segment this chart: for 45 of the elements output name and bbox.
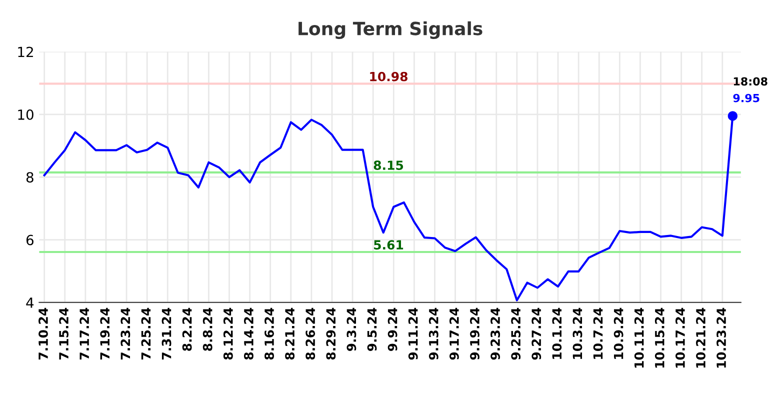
- x-tick-label: 9.3.24: [346, 308, 356, 351]
- y-tick-label: 10: [18, 109, 34, 120]
- x-tick-label: 8.16.24: [264, 308, 274, 360]
- y-tick-label: 6: [26, 234, 34, 246]
- x-tick-label: 10.1.24: [552, 308, 562, 359]
- y-tick-label: 4: [26, 298, 34, 308]
- x-tick-label: 7.15.24: [59, 308, 69, 360]
- annotation: 18:08: [734, 77, 768, 86]
- x-tick-label: 8.12.24: [223, 308, 233, 360]
- x-tick-label: 7.23.24: [120, 308, 130, 360]
- x-tick-label: 8.8.24: [202, 308, 212, 351]
- y-tick-label: 12: [18, 46, 33, 58]
- x-tick-label: 8.26.24: [306, 308, 316, 360]
- x-tick-label: 10.9.24: [614, 308, 624, 359]
- y-tick-label: 8: [26, 172, 34, 183]
- x-tick-label: 9.11.24: [408, 308, 418, 360]
- x-tick-label: 10.11.24: [634, 308, 644, 368]
- x-tick-label: 7.19.24: [100, 308, 110, 360]
- ref-line-label: 8.15: [374, 160, 404, 170]
- x-tick-label: 9.23.24: [490, 308, 500, 360]
- x-tick-label: 7.17.24: [80, 308, 89, 360]
- x-tick-label: 10.15.24: [654, 308, 664, 368]
- chart-title: Long Term Signals: [298, 21, 482, 39]
- x-tick-label: 9.25.24: [511, 308, 521, 360]
- x-tick-label: 8.21.24: [285, 308, 295, 360]
- x-tick-label: 8.2.24: [182, 308, 192, 351]
- x-tick-label: 9.13.24: [428, 308, 438, 360]
- x-tick-label: 10.17.24: [675, 308, 685, 368]
- data-label: 9.95: [733, 94, 760, 102]
- x-tick-label: 9.19.24: [470, 308, 480, 360]
- x-tick-label: 9.9.24: [388, 308, 398, 351]
- x-tick-label: 8.14.24: [244, 308, 254, 360]
- ref-line-label: 5.61: [374, 240, 404, 250]
- x-tick-label: 9.5.24: [367, 308, 377, 351]
- x-tick-label: 9.27.24: [532, 308, 542, 360]
- x-tick-label: 9.17.24: [449, 308, 459, 360]
- ref-line-label: 10.98: [370, 72, 408, 82]
- x-tick-label: 7.31.24: [162, 308, 172, 360]
- x-tick-label: 10.7.24: [593, 308, 603, 359]
- x-tick-label: 7.10.24: [38, 308, 48, 360]
- x-tick-label: 7.25.24: [141, 308, 151, 360]
- x-tick-label: 10.21.24: [696, 308, 706, 368]
- x-tick-label: 10.23.24: [716, 308, 726, 368]
- x-tick-label: 10.3.24: [572, 308, 582, 359]
- x-tick-label: 8.29.24: [326, 308, 336, 360]
